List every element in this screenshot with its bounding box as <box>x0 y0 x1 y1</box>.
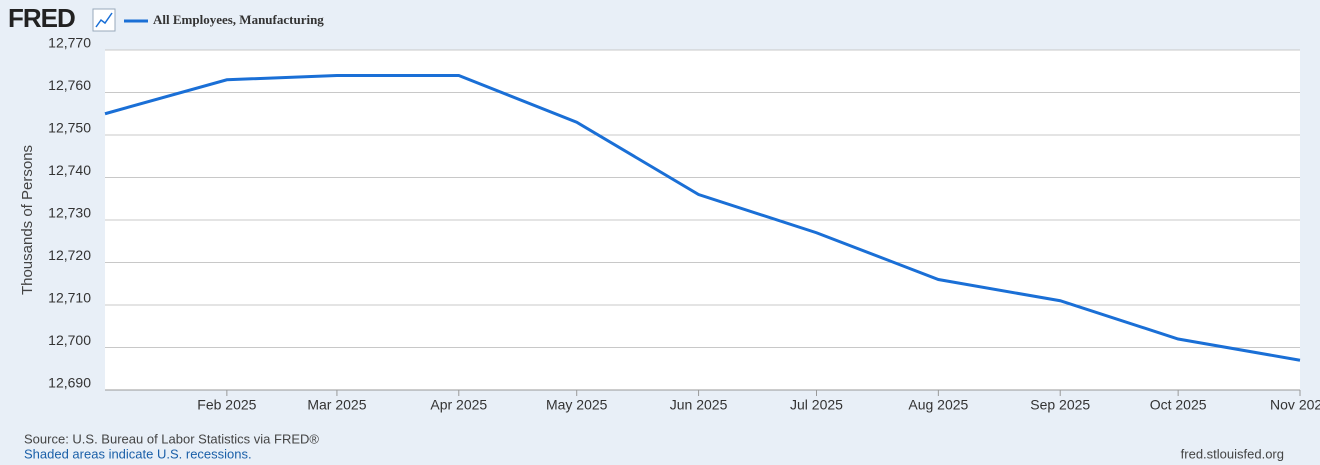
x-tick-label: Oct 2025 <box>1150 397 1207 413</box>
y-tick-label: 12,700 <box>48 332 91 348</box>
x-tick-label: May 2025 <box>546 397 608 413</box>
logo-icon <box>92 8 116 32</box>
y-tick-label: 12,690 <box>48 375 91 391</box>
legend-label: All Employees, Manufacturing <box>153 12 324 27</box>
y-tick-label: 12,750 <box>48 120 91 136</box>
x-tick-label: Jun 2025 <box>670 397 728 413</box>
series-line <box>104 74 1301 362</box>
y-tick-label: 12,720 <box>48 247 91 263</box>
y-tick-label: 12,760 <box>48 77 91 93</box>
y-tick-label: 12,730 <box>48 205 91 221</box>
note[interactable]: Shaded areas indicate U.S. recessions. <box>24 446 252 461</box>
x-tick-label: Apr 2025 <box>430 397 487 413</box>
x-tick-label: Feb 2025 <box>197 397 256 413</box>
x-tick-label: Jul 2025 <box>790 397 843 413</box>
y-tick-label: 12,710 <box>48 290 91 306</box>
y-tick-label: 12,770 <box>48 35 91 51</box>
x-tick-label: Mar 2025 <box>307 397 366 413</box>
logo-icon-line <box>95 12 113 28</box>
x-tick-label: Aug 2025 <box>908 397 968 413</box>
logo: FRED <box>8 3 75 33</box>
y-axis-label: Thousands of Persons <box>19 145 36 295</box>
y-tick-label: 12,740 <box>48 162 91 178</box>
x-tick-label: Nov 2025 <box>1270 397 1320 413</box>
credit[interactable]: fred.stlouisfed.org <box>1181 446 1284 461</box>
source: Source: U.S. Bureau of Labor Statistics … <box>24 431 319 446</box>
x-tick-label: Sep 2025 <box>1030 397 1090 413</box>
